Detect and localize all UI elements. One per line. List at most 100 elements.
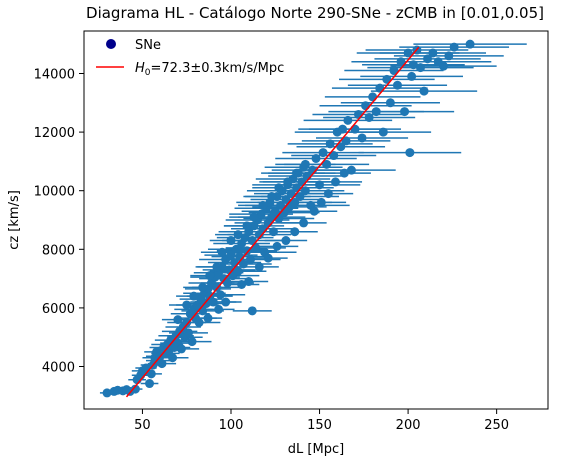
data-point <box>322 159 332 169</box>
data-point <box>157 359 167 369</box>
data-point <box>339 168 349 178</box>
data-point <box>205 271 215 281</box>
y-tick-label: 10000 <box>34 185 75 200</box>
data-point <box>263 253 273 263</box>
data-point <box>212 262 222 272</box>
data-point <box>254 262 264 272</box>
data-point <box>290 197 300 207</box>
y-tick-label: 12000 <box>34 126 75 141</box>
data-point <box>245 255 255 265</box>
data-point <box>256 209 266 219</box>
data-point <box>350 124 360 134</box>
data-point <box>214 304 224 314</box>
data-point <box>226 250 236 260</box>
data-point <box>300 159 310 169</box>
data-point <box>465 39 475 49</box>
data-point <box>385 98 395 108</box>
legend-label-sne: SNe <box>135 38 161 53</box>
data-point <box>267 192 277 202</box>
data-point <box>325 139 335 149</box>
data-point <box>233 266 243 276</box>
data-point <box>357 133 367 143</box>
y-axis-ticks: 4000 6000 8000 10000 12000 14000 <box>34 67 84 376</box>
data-point <box>194 318 204 328</box>
data-point <box>242 246 252 256</box>
data-point <box>176 344 186 354</box>
x-tick-label: 100 <box>219 418 244 433</box>
data-point <box>309 206 319 216</box>
data-point <box>168 353 178 363</box>
data-point <box>329 151 339 161</box>
legend-marker-sne <box>106 39 116 49</box>
x-axis-label: dL [Mpc] <box>288 442 344 457</box>
data-point <box>408 60 418 70</box>
data-point <box>258 200 268 210</box>
x-tick-label: 150 <box>307 418 332 433</box>
data-point <box>281 236 291 246</box>
data-point <box>272 241 282 251</box>
data-point <box>407 71 417 81</box>
data-point <box>217 247 227 257</box>
y-tick-label: 8000 <box>42 243 75 258</box>
data-point <box>415 63 425 73</box>
data-point <box>274 183 284 193</box>
data-point <box>371 107 381 117</box>
data-point <box>444 51 454 61</box>
plot-area-frame <box>83 30 549 410</box>
data-point <box>392 80 402 90</box>
data-point <box>286 189 296 199</box>
data-point <box>242 221 252 231</box>
data-point <box>201 299 211 309</box>
data-point <box>221 297 231 307</box>
data-point <box>270 206 280 216</box>
data-point <box>198 282 208 292</box>
data-point <box>449 42 459 52</box>
data-point <box>276 200 286 210</box>
data-point <box>428 48 438 58</box>
data-point <box>290 227 300 237</box>
data-point <box>182 300 192 310</box>
data-point <box>187 337 197 347</box>
data-point <box>249 212 259 222</box>
y-tick-label: 14000 <box>34 67 75 82</box>
data-point <box>341 136 351 146</box>
data-point <box>237 279 247 289</box>
data-point <box>145 379 155 389</box>
x-tick-label: 200 <box>396 418 421 433</box>
data-point <box>208 297 218 307</box>
data-point <box>318 148 328 158</box>
data-point <box>283 177 293 187</box>
y-tick-label: 4000 <box>42 361 75 376</box>
data-point <box>403 48 413 58</box>
data-point <box>389 66 399 76</box>
data-point <box>244 277 254 287</box>
data-point <box>364 112 374 122</box>
data-point <box>247 306 257 316</box>
fit-line <box>125 46 420 398</box>
data-point <box>361 101 371 111</box>
data-point <box>338 124 348 134</box>
data-point <box>233 230 243 240</box>
error-bars-layer <box>99 43 527 394</box>
data-point <box>396 57 406 67</box>
x-tick-label: 50 <box>134 418 151 433</box>
data-point <box>368 92 378 102</box>
data-point <box>316 197 326 207</box>
data-point <box>102 388 112 398</box>
data-point <box>130 384 140 394</box>
data-point <box>311 153 321 163</box>
legend-fit-suffix: =72.3±0.3km/s/Mpc <box>151 61 285 76</box>
data-point <box>281 194 291 204</box>
data-point <box>215 290 225 300</box>
data-point <box>251 243 261 253</box>
data-point <box>295 192 305 202</box>
x-axis-ticks: 50 100 150 200 250 <box>134 409 509 433</box>
data-point <box>226 236 236 246</box>
data-point <box>400 107 410 117</box>
data-point <box>315 180 325 190</box>
data-point <box>323 189 333 199</box>
data-point <box>336 142 346 152</box>
data-point <box>405 148 415 158</box>
chart-title: Diagrama HL - Catálogo Norte 290-SNe - z… <box>86 4 544 22</box>
